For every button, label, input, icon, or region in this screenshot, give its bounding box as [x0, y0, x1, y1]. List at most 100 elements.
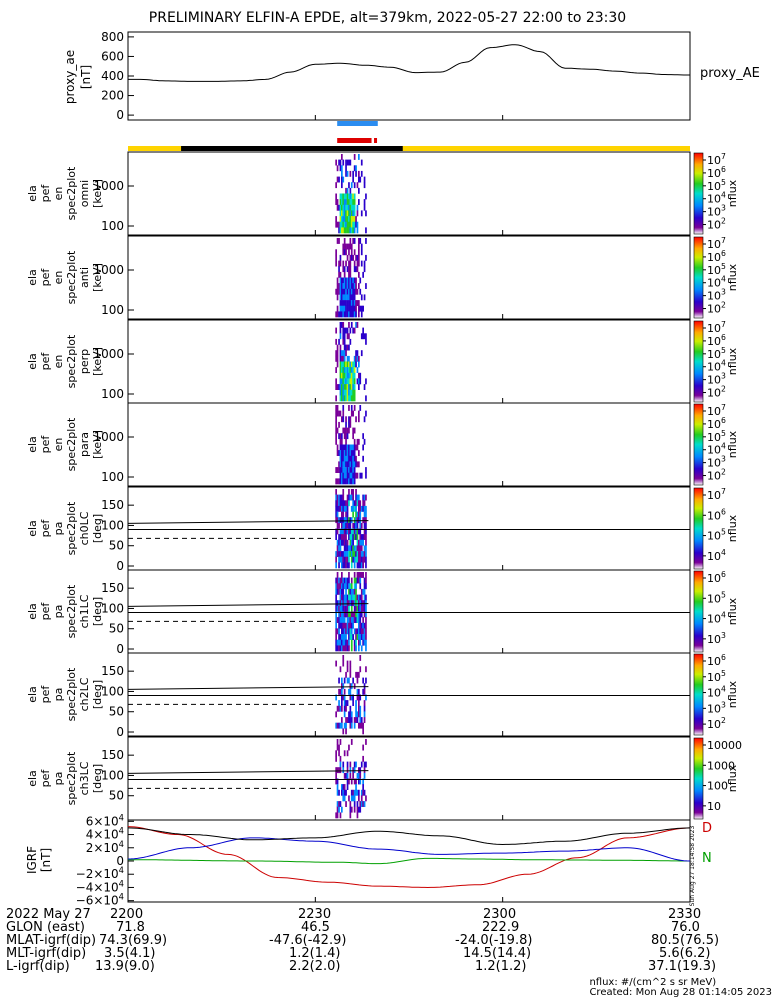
spec-cell [356, 671, 359, 678]
spec-cell [365, 694, 367, 701]
spec-cell [342, 467, 345, 473]
colorbar-tick-label: 104 [707, 548, 726, 563]
spec-frame [127, 402, 691, 487]
spec-cell [343, 577, 346, 584]
spec-cell [360, 545, 363, 552]
spec-cell [356, 617, 359, 623]
spec-cell [358, 494, 360, 501]
spec-cell [336, 384, 339, 390]
spec-cell [349, 583, 352, 590]
colorbar-label: nflux [726, 263, 739, 291]
spec-cell [349, 170, 352, 177]
spec-cell [336, 204, 339, 211]
spec-cell [349, 254, 352, 261]
spec-cell [342, 639, 345, 646]
spec-cell [349, 539, 352, 546]
spec-cell [362, 617, 364, 623]
spec-cell [348, 605, 350, 612]
spec-cell [336, 789, 339, 796]
spec-cell [349, 389, 352, 396]
spec-cell [342, 266, 345, 273]
spec-cell [341, 562, 343, 569]
spec-cell [346, 216, 349, 222]
spec-cell [348, 372, 350, 379]
colorbar-label: nflux [726, 597, 739, 625]
spec-cell [353, 193, 356, 200]
spec-ytick-label: 0 [116, 559, 124, 573]
spec-cell [360, 311, 363, 318]
spec-cell [352, 588, 354, 595]
spec-cell [353, 683, 356, 690]
spec-cell [362, 505, 364, 512]
spec-cell [363, 551, 366, 557]
spec-cell [352, 216, 354, 222]
spec-cell [358, 249, 360, 256]
spec-cell [353, 249, 356, 256]
spec-ylabel-5: [deg] [91, 680, 104, 709]
spec-cell [339, 277, 342, 284]
spec-cell [355, 605, 357, 612]
spec-cell [341, 639, 343, 646]
spec-cell [339, 478, 342, 485]
spec-cell [349, 305, 352, 312]
spec-cell [353, 717, 356, 723]
spec-cell [346, 617, 349, 623]
spec-cell [339, 461, 342, 468]
spec-cell [358, 517, 360, 524]
spec-cell [335, 594, 337, 601]
spec-cell [363, 438, 366, 445]
spec-ytick-label: 100 [101, 601, 124, 615]
spec-cell [358, 378, 360, 385]
spec-cell [345, 594, 347, 601]
spec-cell [359, 634, 362, 640]
spec-cell [346, 455, 349, 462]
spec-cell [350, 384, 353, 390]
spec-ylabel-4: ch2LC [78, 677, 91, 711]
spec-cell [360, 717, 363, 723]
spec-cell [342, 378, 345, 385]
spec-cell [342, 294, 345, 301]
spec-cell [345, 227, 347, 234]
spec-cell [356, 322, 359, 328]
spec-cell [360, 305, 363, 312]
spec-cell [353, 562, 356, 569]
spec-cell [353, 617, 356, 623]
spec-cell [336, 767, 339, 774]
spec-cell [350, 395, 353, 402]
spec-cell [350, 639, 353, 646]
spec-cell [355, 254, 357, 261]
spec-cell [362, 562, 364, 569]
spec-cell [362, 572, 364, 578]
spec-cell [342, 159, 345, 166]
spec-cell [352, 528, 354, 535]
spec-cell [356, 539, 359, 546]
spec-cell [338, 677, 340, 684]
spec-cell [339, 688, 342, 695]
loss-cone-line [127, 686, 369, 690]
spec-cell [352, 617, 354, 623]
spec-cell [345, 500, 347, 507]
spec-cell [353, 182, 356, 189]
spec-cell [345, 216, 347, 222]
spec-cell [349, 277, 352, 284]
spec-cell [336, 238, 339, 244]
spec-cell [341, 395, 343, 402]
spec-cell [365, 238, 367, 244]
spec-cell [352, 372, 354, 379]
spec-cell [335, 534, 337, 540]
spec-cell [342, 489, 345, 495]
spec-cell [360, 572, 363, 578]
spec-cell [342, 405, 345, 411]
spec-cell [362, 551, 364, 557]
spec-cell [365, 562, 367, 569]
spec-cell [341, 522, 343, 529]
spec-cell [360, 634, 363, 640]
spec-cell [336, 705, 339, 712]
spec-cell [353, 455, 356, 462]
spec-cell [353, 405, 356, 411]
spec-cell [365, 605, 367, 612]
spec-cell [335, 405, 337, 411]
spec-cell [341, 556, 343, 563]
spec-cell [343, 688, 346, 695]
spec-cell [343, 367, 346, 373]
